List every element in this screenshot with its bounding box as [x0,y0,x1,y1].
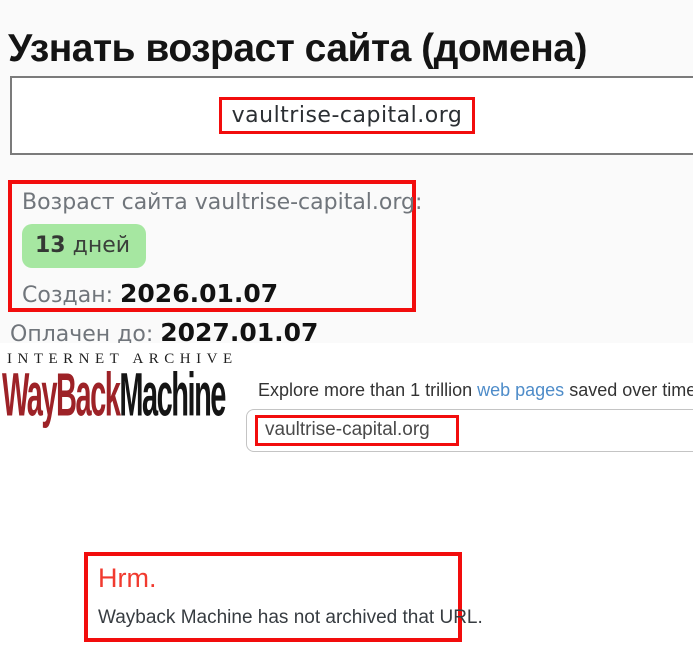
logo-machine-text: Machine [119,360,226,430]
domain-search-input[interactable]: vaultrise-capital.org [10,76,693,155]
paid-until-date: 2027.01.07 [160,318,319,347]
site-age-label: Возраст сайта vaultrise-capital.org: [22,190,423,215]
tagline-prefix: Explore more than 1 trillion [258,380,478,400]
age-number: 13 [35,233,66,258]
age-value-badge: 13 дней [22,224,147,268]
created-line: Создан: 2026.01.07 [22,279,402,308]
domain-input-value-annotation: vaultrise-capital.org [218,97,476,134]
age-result-annotation-box: Возраст сайта vaultrise-capital.org: 13 … [8,180,423,312]
created-label: Создан: [22,283,114,308]
error-message: Wayback Machine has not archived that UR… [98,607,483,628]
wayback-search-input[interactable]: vaultrise-capital.org [246,409,693,452]
paid-until-label: Оплачен до: [10,322,154,347]
page-title: Узнать возраст сайта (домена) [8,27,587,71]
logo-wayback-text: WayBack [2,360,121,430]
internet-archive-wordmark: INTERNET ARCHIVE [7,351,238,367]
wayback-input-value-annotation: vaultrise-capital.org [255,415,459,446]
tagline-suffix: saved over time [564,380,693,400]
wayback-error-annotation-box: Hrm. Wayback Machine has not archived th… [84,552,483,642]
age-unit: дней [72,233,131,258]
error-title: Hrm. [98,563,157,593]
domain-age-section: Узнать возраст сайта (домена) vaultrise-… [8,27,693,347]
paid-until-line: Оплачен до: 2027.01.07 [10,318,318,347]
wayback-tagline: Explore more than 1 trillion web pages s… [258,380,693,401]
created-date: 2026.01.07 [120,279,279,308]
web-pages-link[interactable]: web pages [477,380,565,400]
wayback-machine-section: INTERNET ARCHIVE WayBackMachine Explore … [0,343,693,646]
wayback-machine-logo: WayBackMachine [2,364,226,426]
